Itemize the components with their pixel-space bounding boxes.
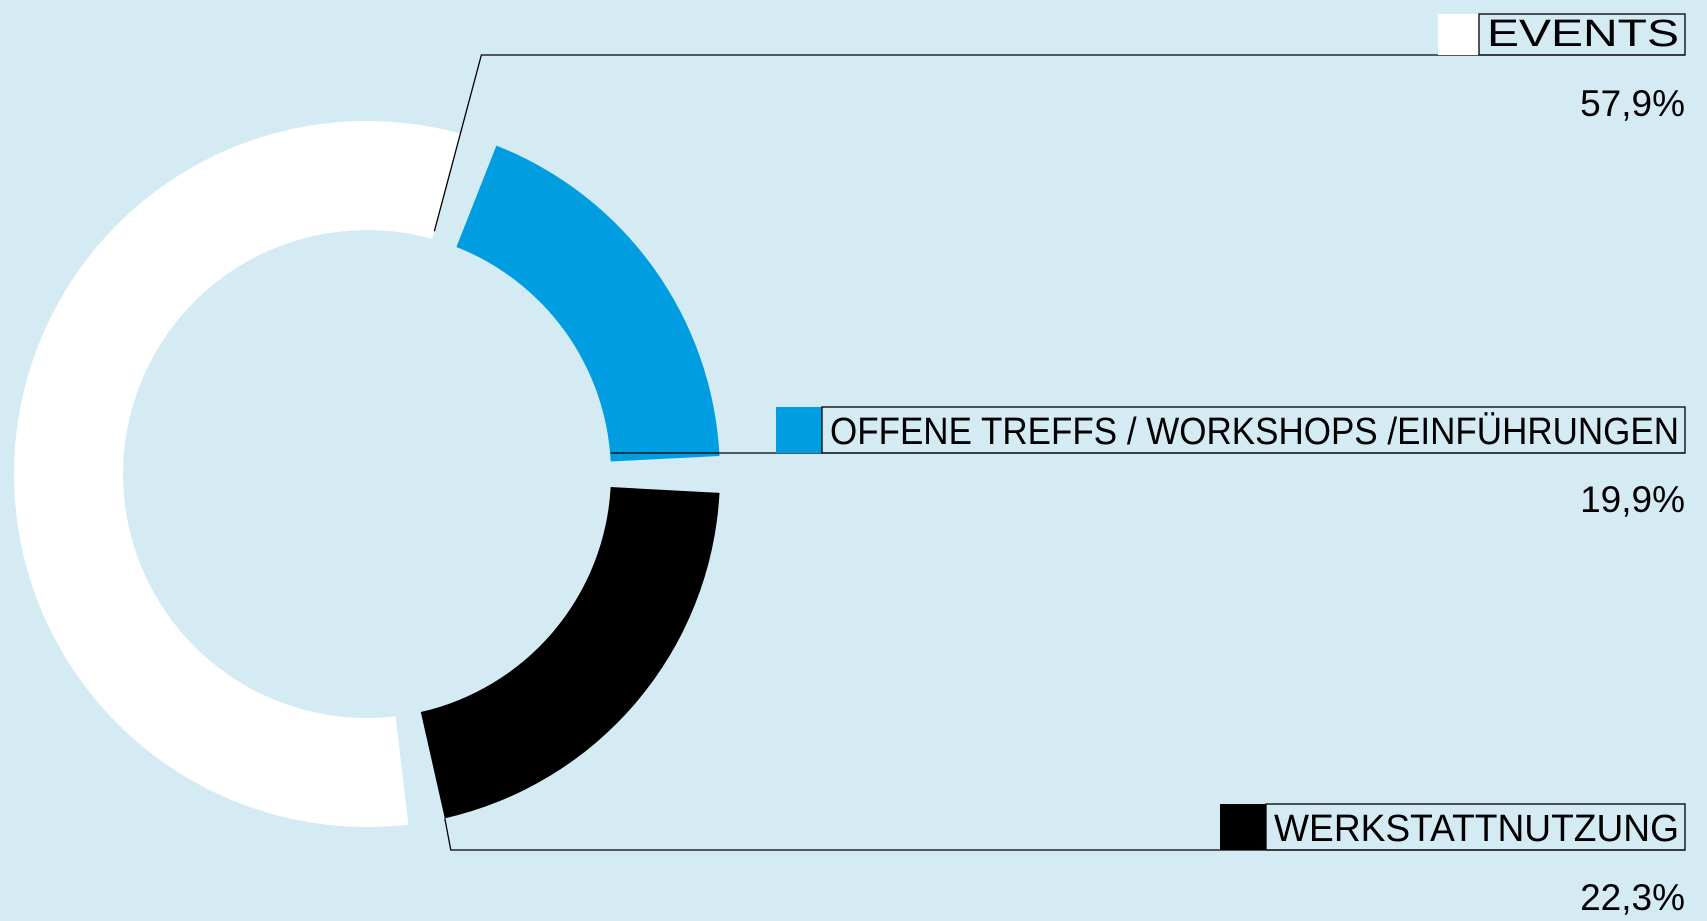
- legend-swatch-3: [1220, 804, 1266, 850]
- value-label-2: 19,9%: [1580, 479, 1685, 520]
- legend-frame-1: [1478, 13, 1686, 56]
- legend-swatch-2: [776, 407, 822, 453]
- donut-slices: [13, 120, 720, 828]
- value-label-3: 22,3%: [1580, 877, 1685, 918]
- value-label-1: 57,9%: [1580, 83, 1685, 124]
- legend-swatch-1: [1438, 14, 1479, 55]
- donut-slice-1: [13, 120, 462, 828]
- legend-frame-3: [1265, 803, 1686, 851]
- leader-line-1: [433, 54, 1685, 232]
- legend-frame-2: [821, 406, 1686, 454]
- legend-label-3: WERKSTATTNUTZUNG: [1274, 808, 1679, 850]
- legend: EVENTS 57,9% OFFENE TREFFS / WORKSHOPS /EI…: [776, 13, 1686, 918]
- donut-slice-3: [420, 487, 720, 819]
- donut-slice-2: [456, 145, 720, 462]
- legend-label-1: EVENTS: [1487, 13, 1679, 55]
- legend-label-2: OFFENE TREFFS / WORKSHOPS /EINFÜHRUNGEN: [830, 411, 1679, 453]
